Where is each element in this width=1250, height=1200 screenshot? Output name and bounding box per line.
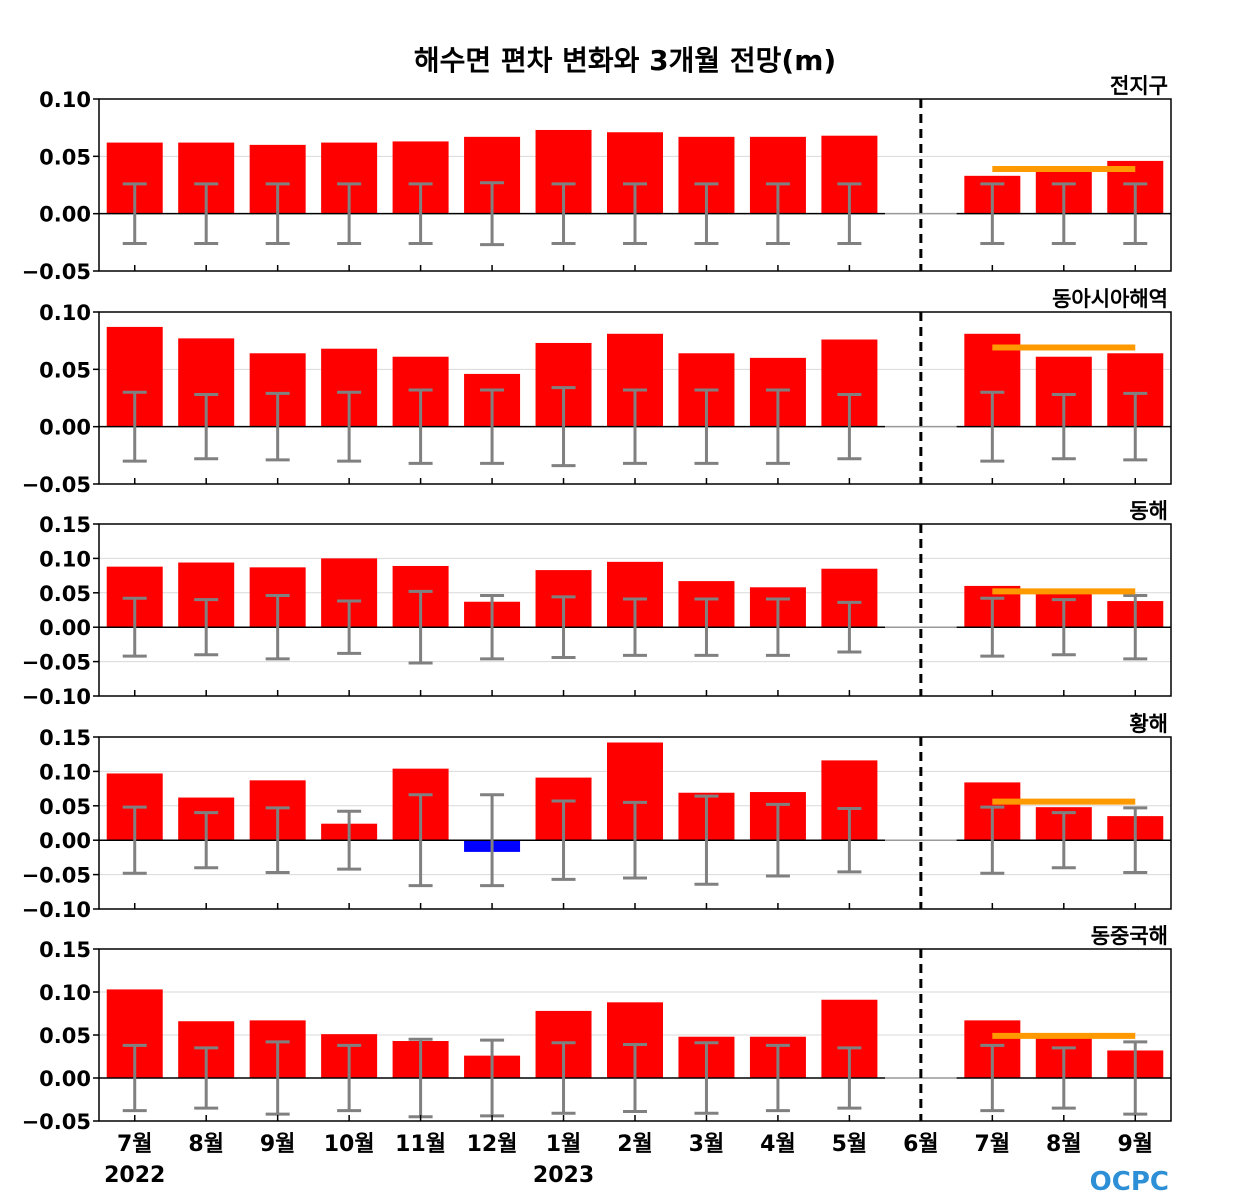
panel-frame (98, 98, 1172, 272)
region-label: 동해 (1129, 499, 1168, 523)
logo-text: OCPC (1090, 1167, 1169, 1197)
y-tick-label: 0.15 (39, 513, 91, 537)
x-tick-label: 6월 (903, 1132, 939, 1157)
y-tick-label: 0.00 (39, 829, 91, 853)
x-tick-label: 9월 (260, 1132, 296, 1157)
panel-frame (98, 311, 1172, 485)
y-tick-label: −0.10 (22, 898, 91, 922)
year-label: 2023 (533, 1163, 594, 1188)
x-tick-label: 7월 (117, 1132, 153, 1157)
y-tick-label: −0.05 (22, 651, 91, 675)
region-label: 동중국해 (1091, 924, 1168, 948)
x-tick-label: 12월 (467, 1132, 518, 1157)
x-axis: 7월 8월 9월 10월 11월 12월 1월 2월 3월 4월 5월 6월 7월 8월 9월 2022 202… (104, 1132, 1153, 1188)
y-tick-label: −0.05 (22, 260, 91, 284)
y-tick-label: 0.00 (39, 203, 91, 227)
y-tick-label: 0.00 (39, 416, 91, 440)
y-tick-label: 0.05 (39, 795, 91, 819)
x-tick-label: 1월 (546, 1132, 582, 1157)
panel-1: 동아시아해역 0.10 0.05 0.00 −0.05 (22, 287, 1172, 497)
y-tick-label: 0.05 (39, 1024, 91, 1048)
panel-frame (98, 736, 1172, 910)
panel-4: 동중국해 0.15 0.10 0.05 0.00 −0.05 (22, 924, 1172, 1134)
x-tick-label: 5월 (832, 1132, 868, 1157)
y-tick-label: 0.05 (39, 145, 91, 169)
panel-2: 동해 0.15 0.10 0.05 0.00 −0.05 −0.10 (22, 499, 1172, 709)
region-label: 동아시아해역 (1052, 287, 1168, 311)
panel-3: 황해 0.15 0.10 0.05 0.00 −0.05 −0.10 (22, 712, 1172, 922)
year-label: 2022 (104, 1163, 165, 1188)
x-tick-label: 8월 (1046, 1132, 1082, 1157)
y-tick-label: −0.05 (22, 473, 91, 497)
panel-0: 전지구 0.10 0.05 0.00 −0.05 (22, 74, 1172, 284)
y-tick-label: −0.10 (22, 685, 91, 709)
x-tick-label: 10월 (324, 1132, 375, 1157)
x-tick-label: 3월 (689, 1132, 725, 1157)
x-tick-label: 11월 (395, 1132, 446, 1157)
region-label: 황해 (1129, 712, 1168, 736)
x-tick-label: 8월 (188, 1132, 224, 1157)
y-tick-label: 0.15 (39, 938, 91, 962)
y-tick-label: 0.15 (39, 726, 91, 750)
x-tick-label: 4월 (760, 1132, 796, 1157)
chart-title: 해수면 편차 변화와 3개월 전망(m) (414, 44, 836, 77)
y-tick-label: −0.05 (22, 1110, 91, 1134)
chart-panels: 전지구 0.10 0.05 0.00 −0.05 동아시아해역 0.10 0.05 0.00 −0… (22, 74, 1172, 1134)
panel-frame (98, 523, 1172, 697)
x-tick-label: 9월 (1117, 1132, 1153, 1157)
panel-frame (98, 948, 1172, 1122)
x-tick-label: 2월 (617, 1132, 653, 1157)
y-tick-label: 0.10 (39, 88, 91, 112)
y-tick-label: 0.10 (39, 981, 91, 1005)
y-tick-label: 0.10 (39, 301, 91, 325)
y-tick-label: 0.10 (39, 547, 91, 571)
y-tick-label: 0.05 (39, 358, 91, 382)
y-tick-label: −0.05 (22, 864, 91, 888)
y-tick-label: 0.00 (39, 616, 91, 640)
region-label: 전지구 (1110, 74, 1168, 98)
y-tick-label: 0.10 (39, 760, 91, 784)
y-tick-label: 0.00 (39, 1067, 91, 1091)
y-tick-label: 0.05 (39, 582, 91, 606)
x-tick-label: 7월 (975, 1132, 1011, 1157)
ocpc-logo: OCPC (1090, 1167, 1169, 1197)
